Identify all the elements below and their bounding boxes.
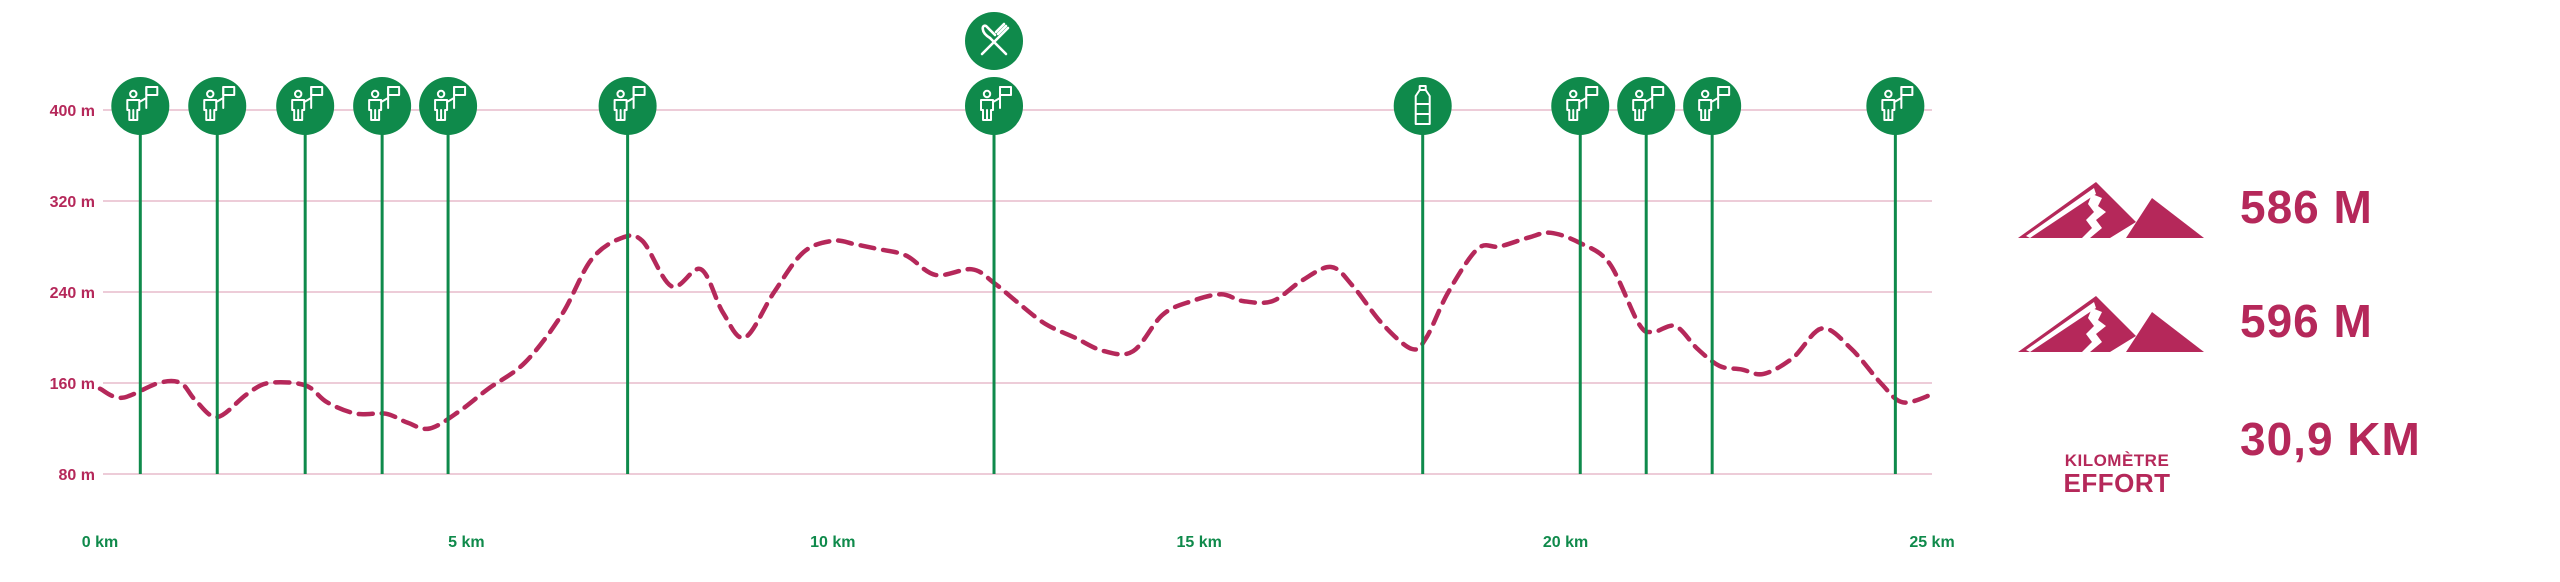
x-tick-label: 25 km [1909, 534, 1954, 551]
marker [1551, 77, 1610, 474]
chart-grid [103, 109, 1932, 475]
elevation-series [97, 230, 1935, 432]
fork-knife-icon [965, 12, 1024, 70]
marker [1617, 77, 1676, 474]
volunteer-flag-icon [353, 77, 412, 135]
kilometre-effort-label-top: KILOMÈTRE [2064, 451, 2170, 470]
volunteer-flag-icon [111, 77, 170, 135]
marker [965, 12, 1024, 474]
x-tick-label: 15 km [1177, 534, 1222, 551]
descent-value: 596 M [2240, 295, 2373, 347]
marker-layer [111, 12, 1925, 474]
y-tick-label: 240 m [50, 285, 95, 302]
x-tick-label: 0 km [82, 534, 118, 551]
volunteer-flag-icon [965, 77, 1024, 135]
x-tick-label: 20 km [1543, 534, 1588, 551]
y-tick-label: 400 m [50, 103, 95, 120]
marker [188, 77, 247, 474]
ascent-mountain-icon [2018, 182, 2204, 238]
descent-mountain-icon [2018, 296, 2204, 352]
marker [419, 77, 478, 474]
marker [353, 77, 412, 474]
marker [1866, 77, 1925, 474]
y-axis: 80 m 160 m 240 m 320 m 400 m [50, 103, 95, 484]
marker [1393, 77, 1452, 474]
water-bottle-icon [1393, 77, 1452, 135]
effort-value: 30,9 KM [2240, 413, 2421, 465]
ascent-value: 586 M [2240, 181, 2373, 233]
y-tick-label: 80 m [59, 467, 95, 484]
volunteer-flag-icon [598, 77, 657, 135]
volunteer-flag-icon [1551, 77, 1610, 135]
x-tick-label: 5 km [448, 534, 484, 551]
volunteer-flag-icon [276, 77, 335, 135]
marker [598, 77, 657, 474]
volunteer-flag-icon [1866, 77, 1925, 135]
volunteer-flag-icon [188, 77, 247, 135]
x-axis: 0 km 5 km 10 km 15 km 20 km 25 km [82, 534, 1955, 551]
kilometre-effort-label-bottom: EFFORT [2063, 468, 2171, 498]
marker [111, 77, 170, 474]
y-tick-label: 320 m [50, 194, 95, 211]
x-tick-label: 10 km [810, 534, 855, 551]
volunteer-flag-icon [1617, 77, 1676, 135]
marker [276, 77, 335, 474]
kilometre-effort-label: KILOMÈTRE EFFORT [2042, 452, 2192, 496]
volunteer-flag-icon [1683, 77, 1742, 135]
elevation-line [97, 230, 1935, 432]
volunteer-flag-icon [419, 77, 478, 135]
marker [1683, 77, 1742, 474]
y-tick-label: 160 m [50, 376, 95, 393]
